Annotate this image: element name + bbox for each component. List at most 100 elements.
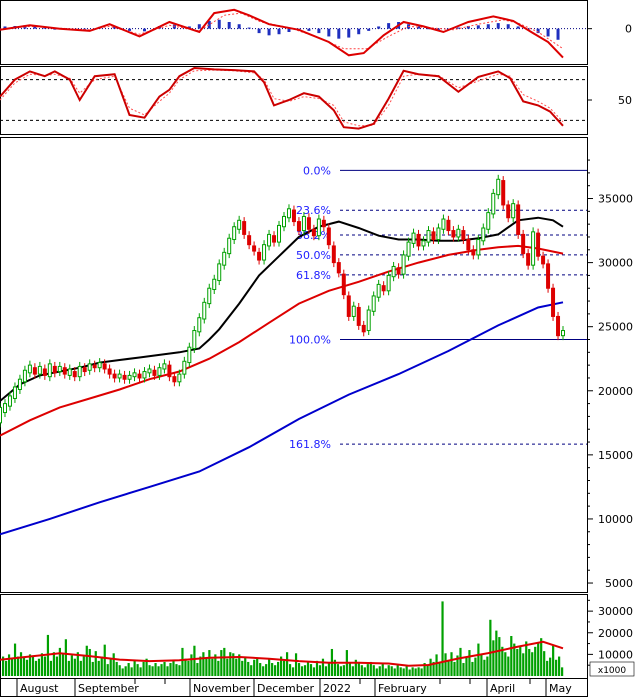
candle-body	[182, 360, 187, 375]
candle-body	[306, 217, 311, 230]
macd-histogram-bar	[546, 28, 550, 37]
volume-bar	[495, 630, 498, 676]
macd-histogram-bar	[287, 28, 291, 32]
volume-bar	[88, 648, 91, 676]
volume-bar	[97, 660, 100, 676]
volume-bar	[232, 653, 235, 676]
volume-bar	[384, 668, 387, 676]
volume-bar	[121, 668, 124, 676]
candle-body	[286, 208, 291, 219]
panel-border	[0, 66, 588, 135]
volume-bar	[25, 659, 29, 676]
candle-body	[456, 228, 461, 238]
volume-bar	[351, 666, 354, 676]
volume-bar	[16, 656, 20, 676]
macd-histogram-bar	[506, 24, 510, 29]
candle-body	[42, 368, 47, 376]
price-y-tick-label: 35000	[598, 193, 633, 206]
volume-bar	[381, 664, 384, 676]
volume-bar	[226, 658, 229, 676]
volume-bar	[519, 645, 522, 676]
volume-bar	[555, 659, 558, 676]
volume-bar	[40, 653, 44, 676]
volume-unit-box	[589, 661, 635, 677]
volume-bar	[378, 666, 381, 676]
volume-bar	[411, 667, 414, 676]
volume-bar	[288, 664, 292, 676]
panel-border	[0, 0, 588, 65]
volume-bar	[112, 653, 115, 676]
volume-bar	[223, 647, 226, 676]
macd-histogram-bar	[317, 28, 321, 34]
candle-body	[296, 221, 301, 232]
volume-bar	[456, 655, 459, 676]
candle-body	[107, 368, 112, 375]
volume-bar	[208, 650, 211, 676]
volume-bar	[534, 646, 537, 676]
volume-bar	[336, 664, 340, 676]
volume-bar	[339, 666, 342, 676]
fibonacci-level-label: 61.8%	[296, 269, 331, 282]
macd-histogram-bar	[142, 28, 146, 32]
volume-bar	[181, 647, 184, 676]
volume-bar	[154, 663, 157, 676]
volume-bar	[244, 656, 247, 676]
volume-bar	[265, 664, 268, 676]
volume-bar	[306, 661, 310, 676]
volume-bar	[360, 665, 363, 676]
volume-bar	[333, 659, 337, 676]
volume-bar	[408, 669, 411, 676]
volume-bar	[187, 660, 190, 676]
x-axis-label: September	[78, 682, 139, 695]
stochastic-d-line	[0, 69, 564, 127]
macd-histogram-bar	[187, 26, 191, 29]
candle-body	[162, 363, 167, 370]
volume-bar	[303, 665, 307, 676]
fibonacci-level-label: 50.0%	[296, 249, 331, 262]
volume-bar	[133, 660, 136, 676]
x-axis-label: April	[490, 682, 515, 695]
candle-body	[451, 230, 456, 238]
price-y-tick-label: 10000	[598, 513, 633, 526]
stochastic-panel: 50	[0, 66, 632, 130]
volume-bar	[274, 665, 277, 676]
volume-bar	[315, 660, 319, 676]
macd-histogram-bar	[277, 28, 281, 35]
candle-body	[97, 362, 102, 369]
volume-bar	[465, 656, 468, 676]
volume-bar	[4, 660, 8, 676]
volume-bar	[106, 664, 109, 676]
candle-body	[301, 215, 306, 232]
volume-bar	[549, 657, 552, 676]
volume-bar	[507, 656, 510, 676]
candle-body	[192, 330, 197, 349]
volume-bar	[435, 654, 438, 676]
ma200-line	[0, 301, 564, 536]
volume-bar	[321, 658, 325, 676]
x-axis: August September November December 2022 Febru…	[16, 679, 572, 697]
candle-body	[67, 368, 72, 376]
volume-bar	[22, 657, 26, 676]
volume-bar	[324, 666, 328, 676]
candle-body	[381, 285, 386, 292]
volume-bar	[145, 658, 148, 676]
volume-bar	[531, 652, 534, 676]
macd-histogram-bar	[337, 28, 341, 39]
candle-body	[396, 267, 401, 275]
volume-bar	[280, 656, 283, 676]
volume-bar	[357, 661, 360, 676]
volume-bar	[136, 664, 139, 676]
candle-body	[222, 251, 227, 266]
volume-bar	[516, 648, 519, 676]
volume-panel: 10000 20000 30000 x1000	[0, 599, 635, 677]
volume-bar	[426, 665, 429, 676]
candle-body	[197, 317, 202, 333]
candle-body	[172, 376, 177, 383]
candle-body	[521, 233, 526, 255]
volume-bar	[52, 652, 56, 676]
candle-body	[232, 226, 237, 241]
candle-body	[511, 203, 516, 219]
macd-histogram-bar	[3, 26, 7, 29]
macd-histogram-bar	[496, 23, 500, 29]
x-axis-label: May	[549, 682, 572, 695]
